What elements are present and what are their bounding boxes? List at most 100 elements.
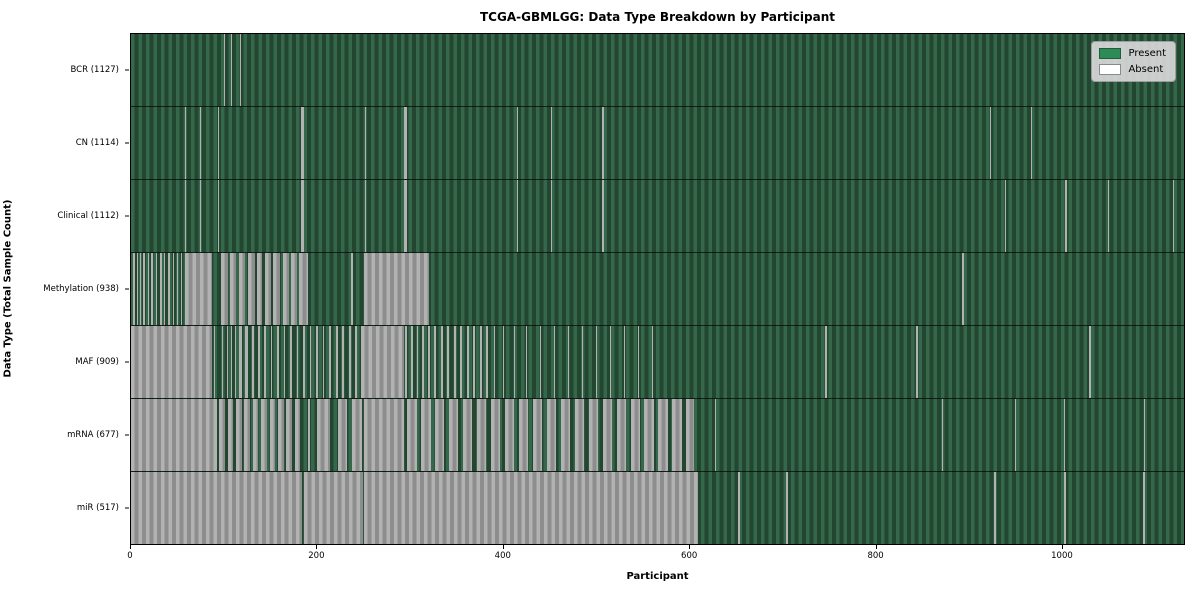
absent-run [463,399,473,471]
absent-run [989,107,992,179]
absent-run [227,399,234,471]
absent-run [486,326,489,398]
absent-run [251,326,254,398]
absent-run [136,253,139,325]
ytick-label-MAF: MAF (909) [75,357,119,368]
absent-run [235,326,237,398]
legend: Present Absent [1091,41,1176,82]
absent-run [290,326,292,398]
absent-run [576,34,578,106]
heatmap-rows [131,34,1184,544]
x-axis-ticks: 0 200 400 600 800 1000 [127,545,1185,569]
absent-run [252,399,259,471]
absent-run [218,180,220,252]
absent-run [1064,180,1067,252]
absent-run [493,326,495,398]
xtick-mark [130,545,131,549]
absent-run [245,326,249,398]
legend-entry-present: Present [1099,48,1166,59]
heatmap-row-mRNA [131,399,1184,472]
absent-run [644,399,654,471]
absent-run [1064,472,1066,544]
heatmap-row-BCR [131,34,1184,107]
absent-run [405,326,408,398]
absent-run [1014,399,1016,471]
absent-run [283,326,286,398]
absent-run [1089,326,1091,398]
absent-run [616,399,626,471]
ytick-mark [125,361,129,363]
absent-run [630,399,640,471]
ytick-mark [125,434,129,436]
heatmap-row-MAF [131,326,1184,399]
absent-run [199,180,201,252]
absent-run [410,326,413,398]
absent-run [277,399,284,471]
xtick-mark [502,545,504,549]
absent-run [299,253,308,325]
absent-run [282,253,290,325]
absent-run [219,399,225,471]
absent-run [574,399,584,471]
absent-run [131,399,217,471]
absent-run [624,326,625,398]
absent-run [329,326,331,398]
ytick-mark [125,69,129,71]
absent-run [355,326,358,398]
absent-run [172,253,174,325]
absent-run [143,253,145,325]
xtick-label-1000: 1000 [1051,551,1073,561]
absent-run [168,253,171,325]
absent-run [257,326,261,398]
present-swatch [1099,48,1122,59]
ytick-label-CN: CN (1114) [75,137,119,148]
absent-run [517,180,518,252]
xtick-mark [1061,545,1063,549]
absent-run [532,399,543,471]
absent-run [404,180,408,252]
absent-run [421,399,431,471]
legend-entry-absent: Absent [1099,64,1166,75]
absent-run [238,253,246,325]
absent-run [239,34,241,106]
absent-run [352,399,362,471]
absent-run [601,107,604,179]
absent-run [231,326,233,398]
absent-run [159,253,162,325]
xtick-mark [689,545,691,549]
absent-run [335,326,338,398]
absent-run [490,399,501,471]
absent-run [517,107,518,179]
absent-run [440,326,443,398]
absent-run [473,326,476,398]
absent-run [364,472,699,544]
ytick-mark [125,215,129,217]
absent-run [602,399,612,471]
absent-run [546,399,557,471]
absent-run [514,326,516,398]
absent-run [261,399,267,471]
absent-run [294,399,301,471]
absent-run [277,326,279,398]
ytick-label-Methylation: Methylation (938) [43,284,119,294]
absent-run [236,399,242,471]
y-axis-ticks: BCR (1127) CN (1114) Clinical (1112) Methyl… [0,33,129,545]
absent-run [434,326,437,398]
absent-run [199,107,201,179]
absent-run [738,472,741,544]
xtick-label-400: 400 [494,551,511,561]
absent-run [503,326,504,398]
absent-run [427,326,430,398]
absent-run [1107,180,1109,252]
absent-run [596,326,598,398]
absent-run [460,326,463,398]
absent-run [224,34,225,106]
absent-run [296,326,299,398]
absent-run [1064,399,1065,471]
absent-run [231,34,233,106]
absent-run [672,399,682,471]
absent-run [453,326,456,398]
absent-run [526,326,528,398]
absent-run [226,326,228,398]
